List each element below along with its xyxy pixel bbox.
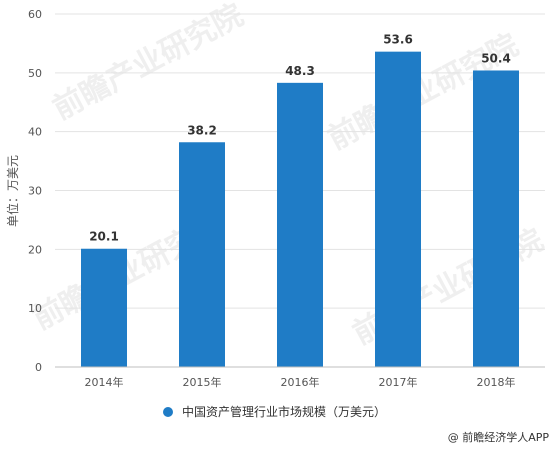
- x-tick-label: 2018年: [477, 375, 516, 389]
- y-tick-label: 60: [28, 8, 42, 21]
- y-tick-label: 10: [28, 302, 42, 315]
- legend-label: 中国资产管理行业市场规模（万美元）: [182, 404, 386, 419]
- source-credit: @ 前瞻经济学人APP: [448, 430, 550, 444]
- y-tick-label: 0: [35, 361, 42, 374]
- x-axis-ticks: 2014年 2015年 2016年 2017年 2018年: [85, 375, 516, 389]
- bar: [179, 142, 225, 367]
- bar: [375, 51, 421, 368]
- watermark-text: 前瞻产业研究院: [47, 0, 249, 127]
- data-labels: 20.1 38.2 48.3 53.6 50.4: [89, 33, 511, 244]
- legend-marker: [163, 407, 173, 417]
- data-label: 20.1: [89, 230, 119, 244]
- y-tick-label: 30: [28, 185, 42, 198]
- x-tick-label: 2017年: [379, 375, 418, 389]
- bar: [277, 82, 323, 368]
- data-label: 48.3: [285, 64, 315, 78]
- x-tick-label: 2014年: [85, 375, 124, 389]
- y-axis-label: 单位：万美元: [5, 155, 20, 227]
- y-tick-label: 50: [28, 67, 42, 80]
- data-label: 53.6: [383, 33, 413, 47]
- data-label: 38.2: [187, 123, 217, 137]
- bar: [473, 70, 519, 367]
- y-tick-label: 40: [28, 126, 42, 139]
- x-tick-label: 2016年: [281, 375, 320, 389]
- x-tick-label: 2015年: [183, 375, 222, 389]
- legend: 中国资产管理行业市场规模（万美元）: [163, 404, 386, 419]
- bars: [81, 51, 519, 368]
- y-axis-ticks: 0 10 20 30 40 50 60: [28, 8, 42, 374]
- bar: [81, 248, 127, 367]
- y-tick-label: 20: [28, 243, 42, 256]
- data-label: 50.4: [481, 51, 511, 65]
